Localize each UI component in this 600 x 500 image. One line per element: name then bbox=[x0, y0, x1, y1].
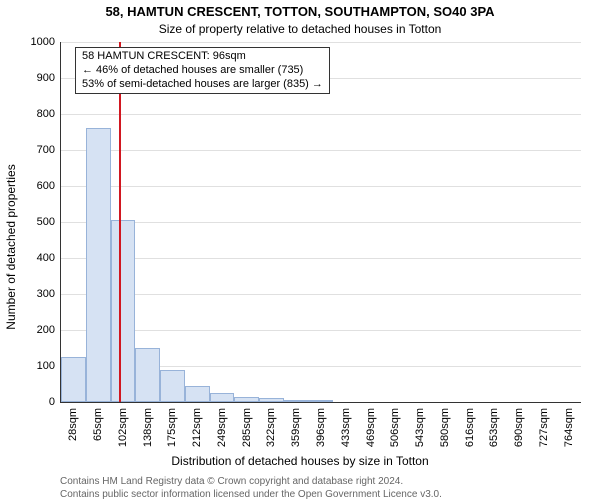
x-tick-label: 396sqm bbox=[315, 408, 327, 447]
y-axis-label-wrap: Number of detached properties bbox=[0, 0, 18, 500]
chart-subtitle: Size of property relative to detached ho… bbox=[0, 22, 600, 36]
x-tick-label: 653sqm bbox=[488, 408, 500, 447]
x-tick-label: 727sqm bbox=[538, 408, 550, 447]
y-tick-label: 600 bbox=[37, 180, 55, 192]
annotation-line: ← 46% of detached houses are smaller (73… bbox=[82, 64, 323, 78]
histogram-bar bbox=[284, 400, 309, 402]
x-tick-label: 175sqm bbox=[166, 408, 178, 447]
histogram-bar bbox=[234, 397, 259, 402]
y-tick-label: 100 bbox=[37, 360, 55, 372]
grid-line bbox=[61, 294, 581, 295]
credits-line-1: Contains HM Land Registry data © Crown c… bbox=[60, 476, 403, 487]
x-tick-label: 249sqm bbox=[216, 408, 228, 447]
x-tick-label: 28sqm bbox=[67, 408, 79, 441]
histogram-bar bbox=[61, 357, 86, 402]
x-tick-label: 359sqm bbox=[290, 408, 302, 447]
histogram-bar bbox=[309, 400, 334, 402]
x-tick-label: 138sqm bbox=[142, 408, 154, 447]
x-tick-label: 102sqm bbox=[117, 408, 129, 447]
x-tick-label: 469sqm bbox=[365, 408, 377, 447]
grid-line bbox=[61, 330, 581, 331]
x-axis-label: Distribution of detached houses by size … bbox=[0, 454, 600, 468]
histogram-bar bbox=[259, 398, 284, 402]
x-tick-label: 212sqm bbox=[191, 408, 203, 447]
x-tick-label: 433sqm bbox=[340, 408, 352, 447]
x-tick-label: 764sqm bbox=[563, 408, 575, 447]
x-tick-label: 580sqm bbox=[439, 408, 451, 447]
histogram-bar bbox=[160, 370, 185, 402]
grid-line bbox=[61, 114, 581, 115]
y-tick-label: 1000 bbox=[31, 36, 55, 48]
chart-container: 58, HAMTUN CRESCENT, TOTTON, SOUTHAMPTON… bbox=[0, 0, 600, 500]
y-tick-label: 500 bbox=[37, 216, 55, 228]
plot-area: 0100200300400500600700800900100028sqm65s… bbox=[60, 42, 581, 403]
grid-line bbox=[61, 42, 581, 43]
y-tick-label: 0 bbox=[49, 396, 55, 408]
x-tick-label: 506sqm bbox=[389, 408, 401, 447]
chart-title: 58, HAMTUN CRESCENT, TOTTON, SOUTHAMPTON… bbox=[0, 4, 600, 19]
x-tick-label: 322sqm bbox=[265, 408, 277, 447]
y-tick-label: 200 bbox=[37, 324, 55, 336]
x-tick-label: 616sqm bbox=[464, 408, 476, 447]
x-tick-label: 690sqm bbox=[513, 408, 525, 447]
annotation-line: 53% of semi-detached houses are larger (… bbox=[82, 78, 323, 92]
histogram-bar bbox=[135, 348, 160, 402]
grid-line bbox=[61, 258, 581, 259]
y-tick-label: 900 bbox=[37, 72, 55, 84]
histogram-bar bbox=[210, 393, 235, 402]
x-tick-label: 65sqm bbox=[92, 408, 104, 441]
x-tick-label: 543sqm bbox=[414, 408, 426, 447]
histogram-bar bbox=[185, 386, 210, 402]
y-axis-label: Number of detached properties bbox=[4, 142, 18, 352]
y-tick-label: 400 bbox=[37, 252, 55, 264]
annotation-line: 58 HAMTUN CRESCENT: 96sqm bbox=[82, 50, 323, 64]
histogram-bar bbox=[111, 220, 136, 402]
y-tick-label: 700 bbox=[37, 144, 55, 156]
marker-line bbox=[119, 42, 121, 402]
grid-line bbox=[61, 222, 581, 223]
y-tick-label: 300 bbox=[37, 288, 55, 300]
x-tick-label: 285sqm bbox=[241, 408, 253, 447]
grid-line bbox=[61, 186, 581, 187]
grid-line bbox=[61, 150, 581, 151]
annotation-box: 58 HAMTUN CRESCENT: 96sqm← 46% of detach… bbox=[75, 47, 330, 94]
histogram-bar bbox=[86, 128, 111, 402]
credits-line-2: Contains public sector information licen… bbox=[60, 489, 442, 500]
y-tick-label: 800 bbox=[37, 108, 55, 120]
